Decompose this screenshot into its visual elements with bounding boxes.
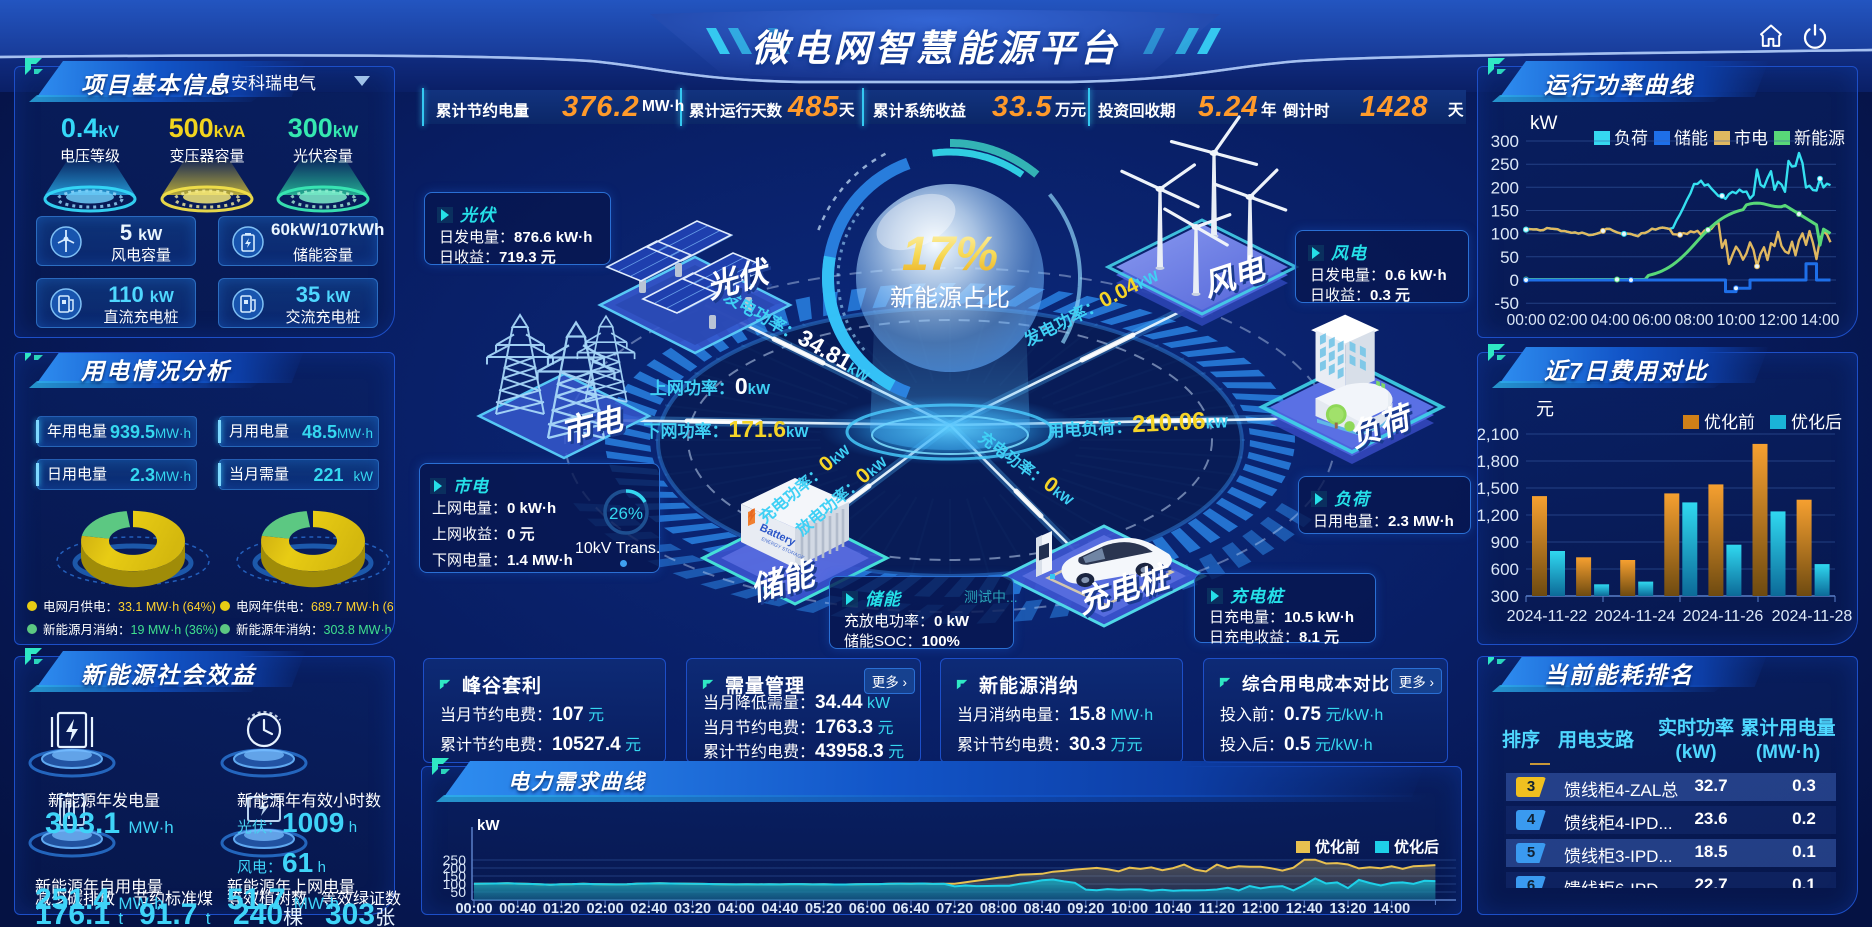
svg-text:06:00: 06:00	[1633, 312, 1672, 329]
svg-text:优化前: 优化前	[1315, 838, 1360, 856]
svg-text:600: 600	[1491, 560, 1519, 579]
svg-text:11:20: 11:20	[1199, 901, 1235, 916]
svg-text:00:00: 00:00	[1507, 312, 1546, 329]
svg-text:优化后: 优化后	[1791, 413, 1842, 432]
svg-text:04:00: 04:00	[1591, 312, 1630, 329]
svg-text:26%: 26%	[609, 504, 643, 523]
svg-text:13:20: 13:20	[1329, 901, 1366, 916]
svg-text:14:00: 14:00	[1373, 901, 1410, 916]
svg-text:08:40: 08:40	[1024, 901, 1061, 916]
svg-text:10:00: 10:00	[1717, 312, 1756, 329]
svg-text:kW: kW	[477, 817, 500, 834]
svg-text:150: 150	[443, 868, 467, 884]
svg-text:01:20: 01:20	[543, 901, 580, 916]
svg-text:150: 150	[1491, 202, 1519, 221]
svg-text:100: 100	[443, 876, 467, 892]
svg-text:1,200: 1,200	[1478, 506, 1519, 525]
svg-text:优化后: 优化后	[1394, 838, 1439, 856]
svg-text:08:00: 08:00	[1675, 312, 1714, 329]
svg-text:00:00: 00:00	[455, 901, 492, 916]
svg-text:0: 0	[1510, 271, 1519, 290]
svg-text:200: 200	[443, 860, 467, 876]
svg-text:250: 250	[1491, 155, 1519, 174]
svg-text:50: 50	[450, 884, 466, 900]
svg-text:250: 250	[443, 852, 467, 868]
svg-text:优化前: 优化前	[1704, 413, 1755, 432]
svg-text:100: 100	[1491, 225, 1519, 244]
svg-text:05:20: 05:20	[805, 901, 842, 916]
svg-text:2024-11-26: 2024-11-26	[1683, 608, 1764, 625]
svg-text:900: 900	[1491, 533, 1519, 552]
svg-text:2024-11-24: 2024-11-24	[1595, 608, 1676, 625]
svg-text:-50: -50	[1494, 294, 1519, 313]
svg-text:50: 50	[1500, 248, 1519, 267]
svg-text:04:40: 04:40	[761, 901, 798, 916]
svg-text:12:00: 12:00	[1242, 901, 1279, 916]
svg-text:300: 300	[1491, 587, 1519, 606]
svg-text:08:00: 08:00	[980, 901, 1017, 916]
svg-text:17%: 17%	[902, 228, 998, 281]
svg-text:07:20: 07:20	[936, 901, 973, 916]
svg-text:2024-11-22: 2024-11-22	[1507, 608, 1588, 625]
svg-text:2024-11-28: 2024-11-28	[1772, 608, 1853, 625]
svg-text:02:00: 02:00	[587, 901, 624, 916]
svg-text:10:40: 10:40	[1155, 901, 1192, 916]
svg-text:下网功率：171.6kW: 下网功率：171.6kW	[643, 416, 809, 442]
svg-text:用电负荷：210.06kW: 用电负荷：210.06kW	[1047, 406, 1230, 442]
svg-text:200: 200	[1491, 178, 1519, 197]
svg-text:12:40: 12:40	[1286, 901, 1323, 916]
svg-text:上网功率：0kW: 上网功率：0kW	[650, 373, 771, 399]
svg-text:06:00: 06:00	[849, 901, 886, 916]
svg-text:00:40: 00:40	[499, 901, 536, 916]
svg-text:12:00: 12:00	[1759, 312, 1798, 329]
svg-text:新能源: 新能源	[1794, 129, 1845, 148]
svg-text:14:00: 14:00	[1801, 312, 1840, 329]
svg-text:300: 300	[1491, 132, 1519, 151]
svg-text:1,800: 1,800	[1478, 452, 1519, 471]
svg-text:kW: kW	[1530, 113, 1558, 134]
svg-text:04:00: 04:00	[718, 901, 755, 916]
svg-text:2,100: 2,100	[1478, 425, 1519, 444]
svg-text:06:40: 06:40	[892, 901, 929, 916]
svg-text:10:00: 10:00	[1111, 901, 1148, 916]
svg-text:新能源占比: 新能源占比	[890, 285, 1010, 312]
svg-text:03:20: 03:20	[674, 901, 711, 916]
svg-text:储能: 储能	[1674, 129, 1708, 148]
svg-text:元: 元	[1536, 399, 1554, 419]
svg-text:1,500: 1,500	[1478, 479, 1519, 498]
svg-text:02:40: 02:40	[630, 901, 667, 916]
svg-text:市电: 市电	[1734, 129, 1768, 148]
svg-text:02:00: 02:00	[1549, 312, 1588, 329]
svg-text:负荷: 负荷	[1614, 129, 1648, 148]
svg-text:09:20: 09:20	[1067, 901, 1104, 916]
